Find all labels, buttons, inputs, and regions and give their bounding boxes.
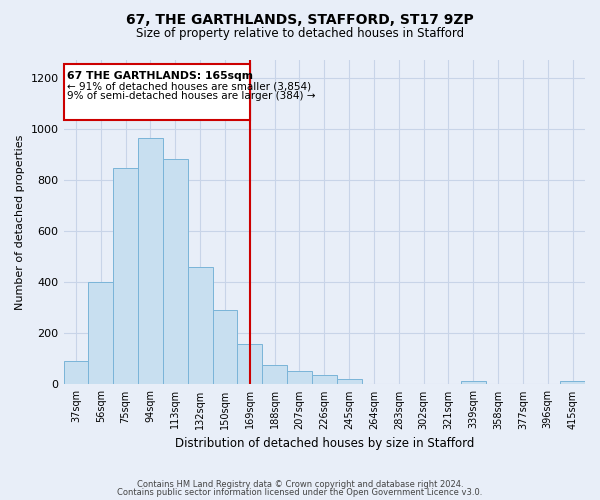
Text: ← 91% of detached houses are smaller (3,854): ← 91% of detached houses are smaller (3,… bbox=[67, 81, 311, 91]
Bar bbox=[238, 344, 262, 384]
Text: 67, THE GARTHLANDS, STAFFORD, ST17 9ZP: 67, THE GARTHLANDS, STAFFORD, ST17 9ZP bbox=[126, 12, 474, 26]
Bar bbox=[461, 381, 485, 384]
Bar bbox=[312, 376, 337, 384]
Bar bbox=[113, 168, 138, 384]
Bar bbox=[212, 310, 238, 384]
Y-axis label: Number of detached properties: Number of detached properties bbox=[15, 134, 25, 310]
Text: Contains HM Land Registry data © Crown copyright and database right 2024.: Contains HM Land Registry data © Crown c… bbox=[137, 480, 463, 489]
FancyBboxPatch shape bbox=[64, 64, 250, 120]
Bar bbox=[138, 138, 163, 384]
Text: 9% of semi-detached houses are larger (384) →: 9% of semi-detached houses are larger (3… bbox=[67, 90, 316, 101]
Bar bbox=[188, 268, 212, 384]
Bar bbox=[163, 159, 188, 384]
Bar bbox=[337, 380, 362, 384]
Bar bbox=[64, 362, 88, 384]
Text: 67 THE GARTHLANDS: 165sqm: 67 THE GARTHLANDS: 165sqm bbox=[67, 71, 253, 81]
Text: Size of property relative to detached houses in Stafford: Size of property relative to detached ho… bbox=[136, 28, 464, 40]
X-axis label: Distribution of detached houses by size in Stafford: Distribution of detached houses by size … bbox=[175, 437, 474, 450]
Text: Contains public sector information licensed under the Open Government Licence v3: Contains public sector information licen… bbox=[118, 488, 482, 497]
Bar bbox=[287, 371, 312, 384]
Bar bbox=[262, 366, 287, 384]
Bar bbox=[560, 381, 585, 384]
Bar bbox=[88, 282, 113, 384]
